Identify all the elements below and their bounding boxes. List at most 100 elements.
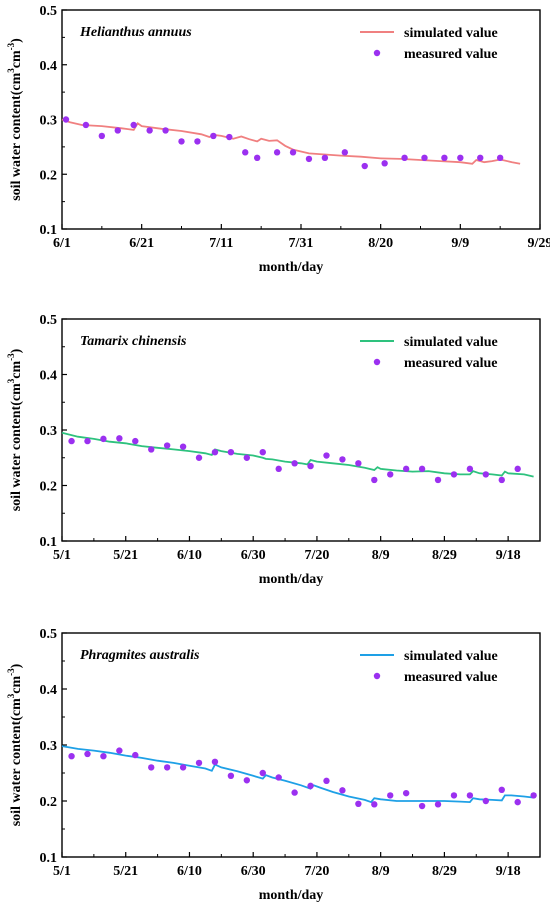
x-tick-label: 8/9: [372, 548, 390, 563]
y-tick-label: 0.2: [40, 480, 58, 495]
measured-point: [321, 154, 329, 162]
y-axis-label-sup: 3: [6, 378, 16, 383]
plot-frame: [61, 632, 541, 858]
measured-point: [227, 772, 235, 779]
x-tick-label: 9/29: [528, 236, 550, 251]
measured-point: [466, 465, 474, 473]
measured-point: [68, 753, 75, 760]
x-tick-label: 7/20: [304, 548, 329, 563]
measured-point: [441, 154, 448, 162]
measured-point: [84, 750, 91, 758]
measured-point: [381, 160, 388, 167]
y-axis-label: soil water content(cm3cm-3): [6, 38, 24, 201]
chart-title: Tamarix chinensis: [80, 334, 187, 349]
x-tick-label: 8/29: [432, 864, 457, 879]
y-axis-label-part: cm: [9, 361, 24, 379]
legend-simulated-label: simulated value: [404, 649, 498, 664]
x-tick-label: 5/21: [113, 548, 138, 563]
y-tick-label: 0.4: [40, 369, 58, 384]
measured-point: [289, 149, 297, 156]
chart-panel-tamarix: 0.1 0.2 0.3 0.4 0.5 5/1 5/21 6/10 6/30 7/20 8/9 8/2…: [6, 313, 541, 587]
measured-point: [498, 786, 505, 793]
measured-point: [179, 443, 187, 450]
chart-panel-helianthus: 0.1 0.2 0.3 0.4 0.5 6/1 6/21 7/11 7/31 8/20 9/9 9/2…: [6, 4, 550, 275]
y-tick-label: 0.4: [40, 59, 58, 74]
y-tick-label: 0.3: [40, 739, 58, 754]
x-tick-label: 5/21: [113, 864, 138, 879]
x-tick-label: 6/1: [53, 236, 71, 251]
x-tick-label: 6/30: [241, 548, 266, 563]
measured-point: [496, 154, 504, 162]
measured-point: [98, 132, 106, 140]
legend-simulated-label: simulated value: [404, 26, 498, 41]
measured-point: [162, 127, 169, 134]
measured-point: [178, 138, 185, 145]
x-tick-label: 9/18: [496, 864, 521, 879]
x-tick-label: 6/10: [177, 548, 202, 563]
y-axis-label: soil water content(cm3cm-3): [6, 348, 24, 511]
measured-point: [307, 462, 314, 470]
measured-point: [273, 149, 281, 156]
measured-point: [371, 476, 378, 484]
x-tick-label: 6/21: [129, 236, 154, 251]
measured-point: [323, 452, 330, 459]
measured-point: [68, 437, 75, 445]
measured-point: [195, 759, 203, 767]
x-tick-label: 6/30: [241, 864, 266, 879]
y-axis-label-part: ): [9, 38, 24, 43]
measured-point: [243, 777, 251, 784]
measured-point: [100, 435, 107, 443]
y-tick-label: 0.2: [40, 168, 58, 183]
plot-frame: [61, 9, 541, 230]
legend-point-swatch: [373, 49, 381, 57]
measured-point: [514, 798, 521, 806]
measured-point: [450, 792, 458, 799]
measured-point: [514, 465, 521, 473]
y-axis-label-part: cm: [9, 676, 24, 694]
x-axis-label: month/day: [259, 888, 324, 903]
measured-point: [341, 149, 349, 156]
x-tick-label: 5/1: [53, 864, 71, 879]
measured-point: [194, 138, 201, 145]
y-axis-label-sup: -3: [6, 42, 16, 50]
measured-point: [211, 758, 219, 765]
y-axis-label-part: ): [9, 348, 24, 353]
y-axis-label-sup: 3: [6, 693, 16, 698]
measured-point: [418, 802, 426, 810]
legend-measured-label: measured value: [404, 670, 497, 685]
y-tick-label: 0.4: [40, 683, 58, 698]
measured-point: [291, 789, 298, 796]
measured-point: [211, 449, 219, 456]
measured-point: [466, 792, 474, 799]
y-axis-label: soil water content(cm3cm-3): [6, 663, 24, 826]
y-axis-label-part: soil water content(cm: [9, 698, 24, 826]
x-tick-label: 8/9: [372, 864, 390, 879]
y-axis-label-part: cm: [9, 50, 24, 68]
x-tick-label: 8/29: [432, 548, 457, 563]
measured-point: [195, 454, 203, 461]
measured-point: [482, 797, 490, 805]
measured-point: [116, 747, 123, 754]
y-tick-label: 0.1: [40, 851, 58, 866]
measured-point: [259, 769, 266, 777]
measured-point: [84, 437, 91, 445]
x-tick-label: 6/10: [177, 864, 202, 879]
legend-measured-label: measured value: [404, 356, 497, 371]
measured-point: [434, 476, 442, 484]
chart-title: Phragmites australis: [80, 648, 200, 663]
x-tick-label: 9/9: [451, 236, 469, 251]
measured-point: [259, 449, 266, 456]
measured-point: [355, 460, 362, 467]
plot-frame: [61, 318, 541, 542]
measured-point: [132, 437, 139, 445]
x-tick-label: 7/20: [304, 864, 329, 879]
measured-point: [498, 476, 505, 484]
legend-measured-label: measured value: [404, 47, 497, 62]
measured-point: [421, 154, 428, 162]
measured-point: [323, 777, 330, 785]
measured-point: [146, 127, 153, 134]
measured-point: [401, 154, 408, 162]
x-tick-label: 5/1: [53, 548, 71, 563]
y-axis-label-sup: 3: [6, 68, 16, 73]
measured-point: [163, 442, 171, 449]
